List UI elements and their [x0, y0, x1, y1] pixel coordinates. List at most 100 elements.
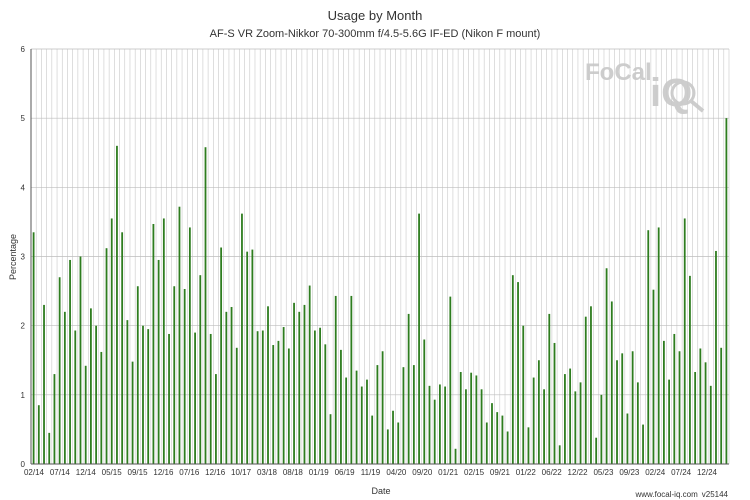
bar: [376, 365, 379, 464]
bar: [136, 286, 139, 464]
bar: [511, 275, 514, 464]
bar: [564, 374, 566, 464]
x-axis-title: Date: [371, 486, 390, 496]
bar: [157, 259, 160, 464]
x-tick-label: 12/22: [568, 468, 589, 477]
bar: [491, 403, 493, 464]
bar: [105, 248, 108, 464]
bar: [355, 370, 358, 464]
footer-credit: www.focal-iq.com v25144: [635, 490, 729, 499]
bar: [631, 351, 634, 464]
bar: [162, 218, 165, 464]
bar: [277, 340, 280, 464]
bar: [402, 367, 405, 464]
bar: [267, 306, 269, 464]
x-tick-label: 12/16: [205, 468, 226, 477]
bar: [334, 295, 337, 464]
bar: [584, 316, 587, 464]
chart-subtitle: AF-S VR Zoom-Nikkor 70-300mm f/4.5-5.6G …: [210, 28, 541, 40]
bar: [548, 313, 551, 464]
bar: [178, 206, 181, 464]
x-tick-label: 02/14: [24, 468, 45, 477]
x-tick-label: 11/19: [361, 468, 381, 477]
bar: [313, 330, 316, 464]
x-tick-label: 04/20: [386, 468, 407, 477]
bar: [407, 313, 410, 464]
bar: [522, 325, 525, 464]
bar: [84, 365, 87, 464]
y-tick-label: 4: [21, 183, 26, 192]
bar: [558, 445, 561, 464]
bar: [480, 389, 483, 464]
bar: [600, 394, 603, 464]
bar: [110, 218, 113, 464]
bar: [261, 330, 264, 464]
bar: [668, 379, 670, 464]
bar: [37, 405, 40, 464]
bar: [439, 384, 441, 464]
x-tick-label: 06/22: [542, 468, 563, 477]
x-tick-label: 09/15: [128, 468, 149, 477]
x-tick-label: 09/23: [619, 468, 640, 477]
x-tick-label: 07/14: [50, 468, 71, 477]
chart-title: Usage by Month: [328, 8, 423, 23]
bar: [303, 304, 306, 464]
bar: [444, 386, 447, 464]
bar: [142, 325, 144, 464]
bar: [366, 379, 368, 464]
bar: [517, 282, 519, 464]
bar: [360, 386, 363, 464]
bar: [423, 339, 426, 464]
bar: [501, 415, 504, 464]
bar: [683, 218, 686, 464]
bar: [345, 377, 348, 464]
y-tick-label: 5: [21, 114, 26, 123]
bar: [636, 382, 639, 464]
bar: [709, 385, 712, 464]
bar: [595, 437, 598, 464]
bar: [418, 213, 420, 464]
bar: [527, 427, 530, 464]
x-tick-label: 06/19: [335, 468, 356, 477]
bar: [433, 399, 436, 464]
bar: [694, 372, 697, 464]
bar: [100, 351, 103, 464]
bar: [188, 227, 191, 464]
bar: [230, 306, 233, 464]
bar: [485, 422, 488, 464]
bar: [199, 275, 202, 464]
bar: [454, 448, 457, 464]
bar: [642, 424, 644, 464]
x-tick-label: 01/22: [516, 468, 537, 477]
x-tick-label: 05/15: [102, 468, 123, 477]
x-tick-label: 02/24: [645, 468, 666, 477]
bar: [465, 389, 467, 464]
bar: [319, 327, 321, 464]
x-tick-label: 09/21: [490, 468, 511, 477]
bar: [678, 351, 681, 464]
bar: [428, 385, 431, 464]
bar: [350, 295, 353, 464]
bar: [470, 372, 473, 464]
bar: [412, 365, 415, 464]
grid: [30, 48, 730, 465]
axes: 0 1 2 3 4 5 6 02/14 07/14 12/14 05/15 09/15 12/16 07/…: [21, 45, 729, 477]
bar: [204, 147, 207, 464]
bar: [95, 325, 98, 464]
bar: [449, 296, 452, 464]
bar: [647, 230, 650, 464]
bar: [532, 377, 535, 464]
bar: [574, 391, 577, 464]
x-tick-label: 09/20: [412, 468, 433, 477]
bar: [251, 249, 254, 464]
logo-word: FoCal: [585, 59, 652, 86]
bar: [689, 275, 691, 464]
bar: [48, 432, 51, 464]
bar: [704, 362, 707, 464]
x-tick-label: 07/16: [179, 468, 200, 477]
bar: [652, 289, 655, 464]
bar: [397, 422, 400, 464]
bar: [225, 311, 228, 464]
x-tick-label: 07/24: [671, 468, 692, 477]
